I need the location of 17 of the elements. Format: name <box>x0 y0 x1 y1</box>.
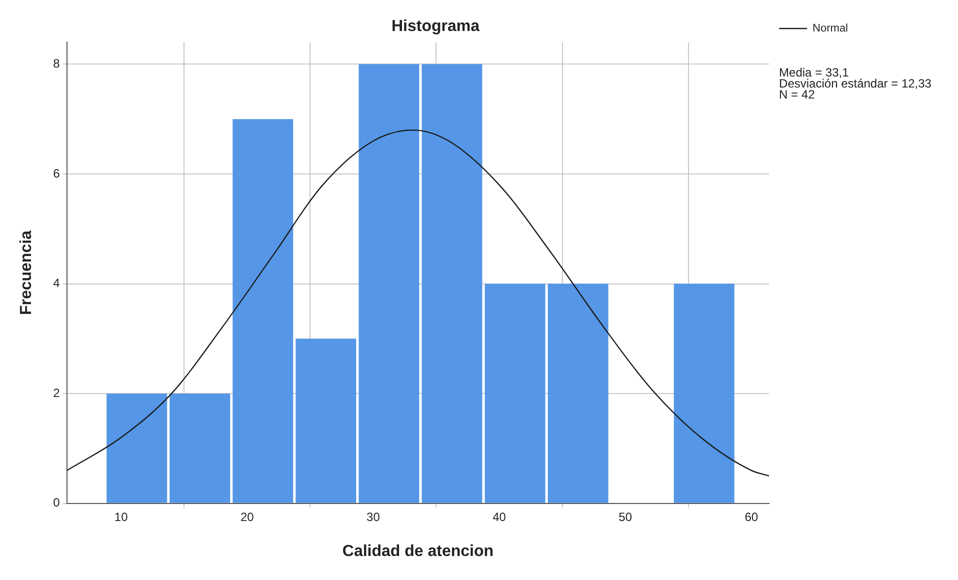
x-tick-label: 50 <box>618 510 632 524</box>
x-tick-label: 10 <box>114 510 128 524</box>
y-tick-label: 4 <box>53 276 60 290</box>
x-tick-label: 60 <box>744 510 758 524</box>
legend-label: Normal <box>812 22 848 35</box>
y-tick-label: 8 <box>53 56 60 70</box>
y-tick-label: 2 <box>53 386 60 400</box>
chart-title: Histograma <box>391 18 480 36</box>
x-tick-label: 20 <box>240 510 254 524</box>
y-tick-label: 0 <box>53 496 60 510</box>
text: Media = 33,1 <box>779 65 850 80</box>
x-axis-title: Calidad de atencion <box>342 542 494 560</box>
y-tick-label: 6 <box>53 166 60 180</box>
y-axis-title: Frecuencia <box>18 230 36 316</box>
text: N = 42 <box>779 87 816 102</box>
x-tick-label: 30 <box>366 510 380 524</box>
x-tick-label: 40 <box>492 510 506 524</box>
